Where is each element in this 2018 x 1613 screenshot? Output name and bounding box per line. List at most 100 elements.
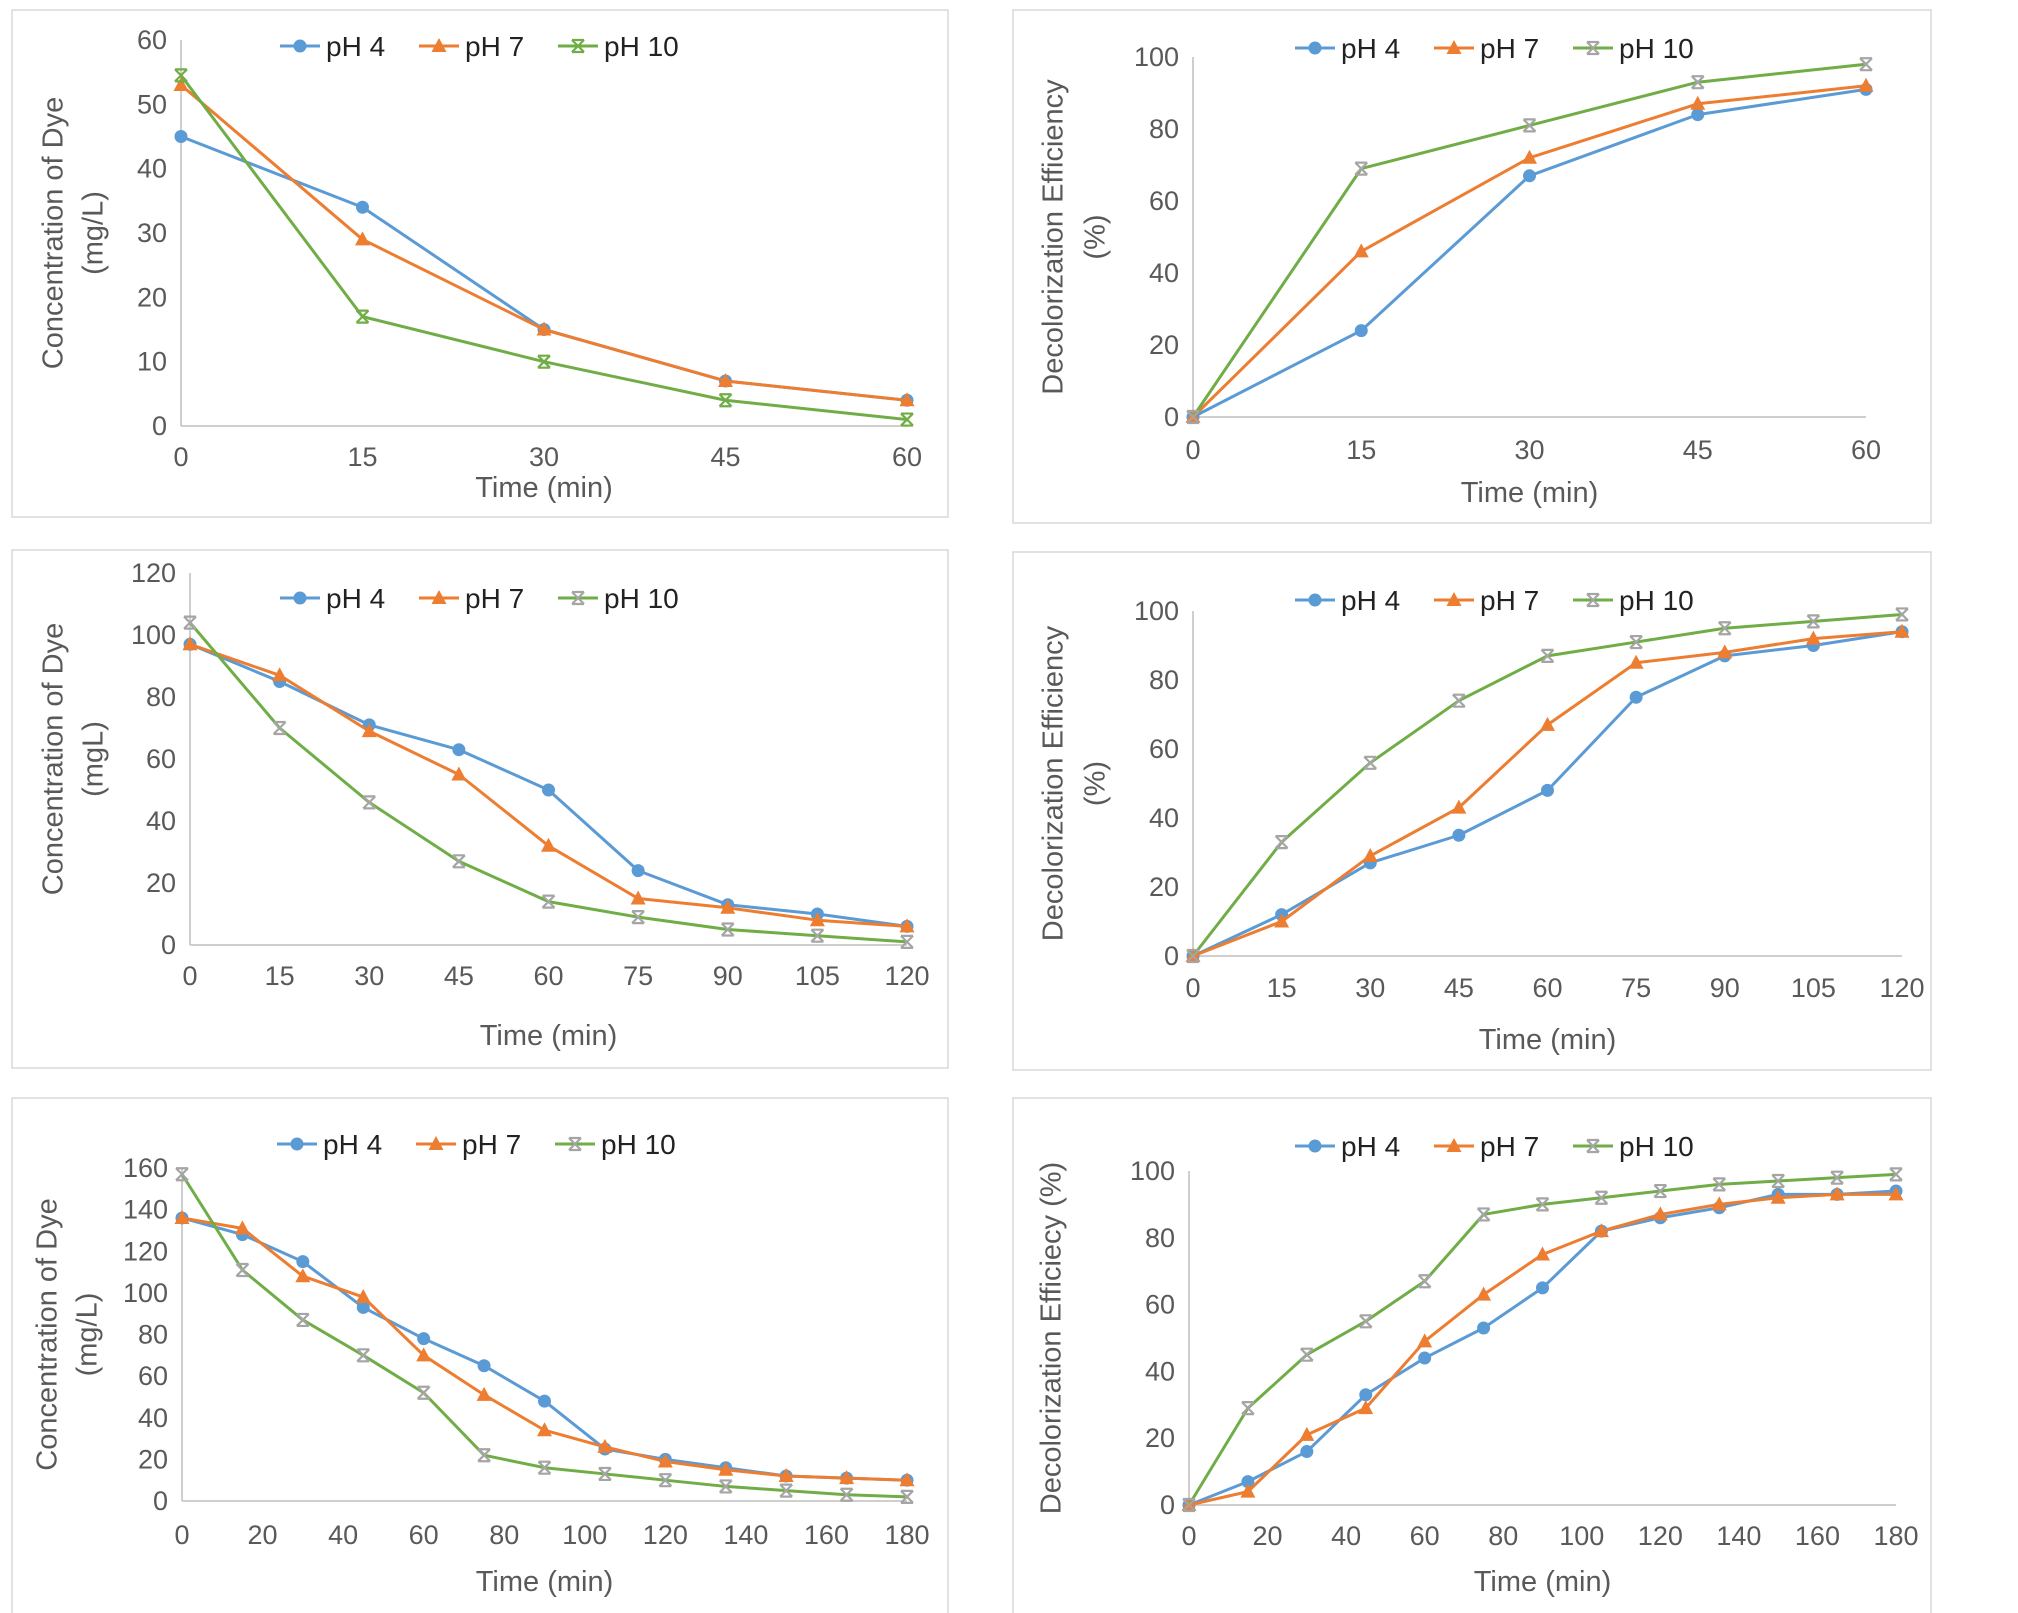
data-point — [1652, 1206, 1668, 1221]
data-point — [174, 130, 188, 143]
series-line — [1187, 1172, 1897, 1506]
y-tick-label: 50 — [137, 89, 167, 119]
data-point — [452, 854, 466, 869]
legend-marker — [1308, 593, 1322, 607]
data-point — [900, 412, 914, 427]
data-point — [1299, 1426, 1315, 1441]
chart-3: 0 20 40 60 80 100 120 0 15 30 45 60 75 90 105 120 Time (… — [11, 549, 949, 1069]
legend-label: pH 4 — [1341, 33, 1400, 64]
data-point — [1240, 1483, 1256, 1498]
y-tick-label: 60 — [1145, 1290, 1175, 1320]
x-tick-label: 140 — [723, 1520, 768, 1550]
x-tick-label: 100 — [562, 1520, 607, 1550]
y-tick-label: 60 — [1149, 734, 1179, 764]
series-line — [180, 83, 908, 402]
panel-border — [1012, 551, 1932, 1071]
data-point — [1628, 654, 1644, 669]
data-point — [235, 1262, 250, 1278]
data-point — [899, 918, 915, 933]
x-tick-label: 90 — [713, 961, 743, 991]
x-axis-label: Time (min) — [1461, 477, 1598, 509]
legend-label: pH 10 — [1619, 585, 1694, 616]
data-point — [899, 1472, 915, 1487]
y-tick-label: 40 — [138, 1403, 168, 1433]
data-point — [839, 1487, 854, 1502]
data-point — [1540, 648, 1555, 663]
x-tick-label: 75 — [623, 961, 653, 991]
y-axis-label: Decolorization Efficiency — [1038, 625, 1070, 941]
data-point — [1629, 634, 1643, 650]
data-point — [720, 899, 736, 914]
data-point — [173, 77, 189, 92]
data-point — [272, 667, 288, 682]
legend-item: pH 10 — [558, 31, 679, 62]
legend-marker — [293, 39, 307, 53]
y-tick-label: 120 — [131, 558, 176, 588]
data-point — [1417, 1333, 1433, 1348]
y-tick-label: 120 — [123, 1236, 168, 1266]
y-axis-label: Concentration of Dye — [32, 1198, 64, 1470]
x-tick-label: 105 — [1791, 973, 1836, 1003]
panel-border — [11, 9, 949, 518]
chart-5: 0 20 40 60 80 100 120 140 160 0 20 40 60 80 100 120 140 1… — [11, 1097, 949, 1613]
data-point — [541, 837, 556, 852]
data-point — [1452, 828, 1466, 842]
y-axis-label: (%) — [1080, 214, 1112, 259]
data-point — [1711, 1196, 1727, 1211]
legend-label: pH 10 — [604, 31, 679, 62]
data-point — [718, 1461, 734, 1476]
x-tick-label: 120 — [1879, 973, 1924, 1003]
legend-item: pH 10 — [1573, 585, 1694, 616]
data-point — [1770, 1189, 1786, 1204]
data-point — [362, 795, 377, 810]
data-point — [452, 743, 466, 757]
x-axis-label: Time (min) — [480, 1020, 617, 1052]
data-point — [1829, 1186, 1845, 1201]
y-tick-label: 100 — [1134, 596, 1179, 626]
data-point — [1629, 690, 1643, 704]
data-point — [1690, 75, 1705, 90]
data-point — [537, 1422, 552, 1437]
x-tick-label: 45 — [710, 442, 740, 472]
series-ph-4 — [183, 637, 914, 933]
y-tick-label: 20 — [1149, 872, 1179, 902]
x-tick-label: 180 — [884, 1520, 929, 1550]
data-point — [1476, 1286, 1492, 1301]
x-tick-label: 60 — [533, 961, 563, 991]
y-tick-label: 40 — [146, 806, 176, 836]
legend-item: pH 7 — [1434, 33, 1539, 64]
legend-item: pH 10 — [1573, 33, 1694, 64]
data-point — [1418, 1351, 1432, 1365]
legend-item: pH 7 — [416, 1129, 521, 1160]
legend-marker — [1446, 592, 1462, 606]
data-point — [295, 1268, 311, 1283]
y-tick-label: 40 — [1149, 258, 1179, 288]
y-tick-label: 30 — [137, 218, 167, 248]
legend-item: pH 4 — [1295, 1131, 1400, 1162]
legend-item: pH 10 — [555, 1129, 676, 1160]
x-tick-label: 15 — [265, 961, 295, 991]
data-point — [174, 1209, 190, 1224]
x-tick-label: 160 — [1795, 1521, 1840, 1551]
y-axis-label: (%) — [1080, 761, 1112, 806]
legend-item: pH 4 — [1295, 585, 1400, 616]
x-tick-label: 160 — [804, 1520, 849, 1550]
legend-label: pH 4 — [326, 31, 385, 62]
x-tick-label: 15 — [347, 442, 377, 472]
data-point — [1476, 1207, 1491, 1222]
data-point — [1359, 1388, 1373, 1402]
data-point — [541, 894, 556, 909]
data-point — [1182, 1497, 1196, 1513]
data-point — [1274, 913, 1290, 928]
y-axis-label: Decolorization Efficiency — [1038, 79, 1070, 395]
y-tick-label: 20 — [137, 282, 167, 312]
data-point — [630, 890, 646, 905]
data-point — [1806, 614, 1821, 629]
x-tick-label: 20 — [1253, 1521, 1283, 1551]
data-point — [296, 1255, 310, 1269]
y-tick-label: 80 — [138, 1320, 168, 1350]
y-tick-label: 60 — [1149, 186, 1179, 216]
x-axis-label: Time (min) — [1474, 1566, 1611, 1598]
x-tick-label: 120 — [643, 1520, 688, 1550]
legend-item: pH 7 — [419, 583, 524, 614]
